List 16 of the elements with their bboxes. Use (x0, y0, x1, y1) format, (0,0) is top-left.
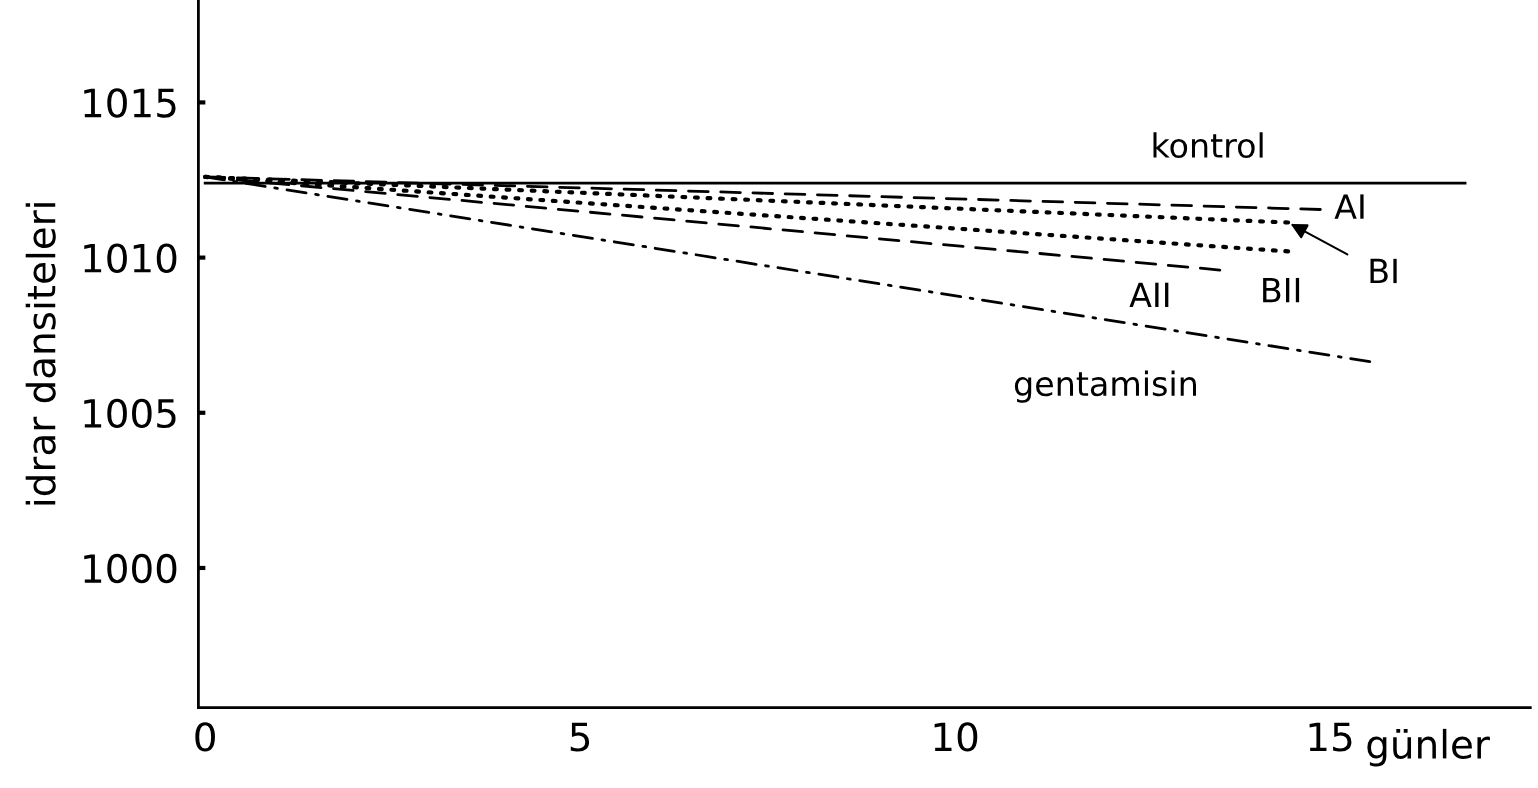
y-tick-label: 1005 (84, 398, 176, 429)
series-label: AII (1129, 282, 1169, 307)
series-label: kontrol (1153, 132, 1263, 159)
y-tick-label: 1000 (84, 553, 177, 584)
text: BI (1370, 258, 1397, 284)
x-axis-title: günler (1367, 728, 1490, 767)
x-tick-label: 0 (195, 722, 215, 752)
series-label: gentamisin (1014, 370, 1196, 403)
series-label: BII (1263, 277, 1300, 303)
y-tick-label: 1010 (84, 243, 177, 273)
y-tick-label: 1015 (84, 88, 176, 118)
x-tick-label: 15 (1309, 722, 1352, 752)
x-tick-label: 5 (570, 722, 590, 752)
series-label: AI (1334, 194, 1364, 219)
x-tick-label: 10 (934, 722, 978, 752)
y-axis-title: idrar dansiteleri (25, 203, 56, 505)
